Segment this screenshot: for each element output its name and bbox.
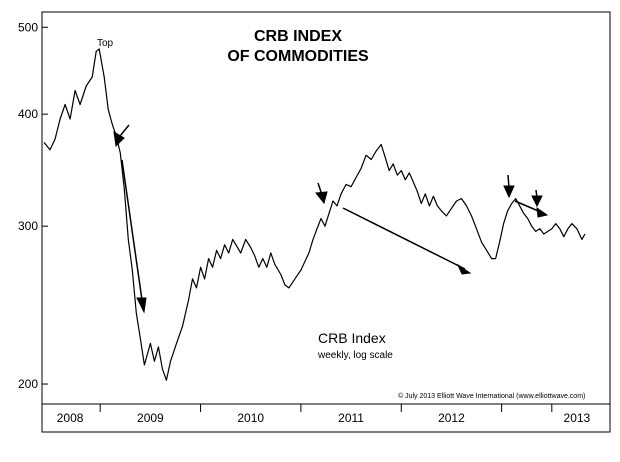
x-tick-label-2012: 2012 [438, 411, 465, 425]
y-tick-label-200: 200 [18, 377, 38, 391]
arrow-line-4 [342, 207, 466, 270]
annotation-arrows [113, 124, 549, 314]
x-tick-label-2008: 2008 [57, 411, 84, 425]
annotation-top: Top [97, 38, 114, 49]
arrow-head-6 [531, 195, 543, 208]
x-tick-label-2010: 2010 [237, 411, 264, 425]
legend-sublabel: weekly, log scale [317, 350, 393, 361]
copyright-note: © July 2013 Elliott Wave International (… [398, 392, 585, 400]
y-tick-label-400: 400 [18, 107, 38, 121]
series-line-crb-index [43, 48, 586, 381]
arrow-head-4 [456, 263, 472, 275]
y-tick-label-500: 500 [18, 20, 38, 34]
x-axis-ticks: 2008 2009 2010 2011 2012 2013 [57, 404, 591, 425]
x-tick-label-2013: 2013 [564, 411, 591, 425]
chart-title-line-2: OF COMMODITIES [227, 48, 369, 65]
arrow-head-5 [503, 185, 515, 199]
series-group [43, 48, 586, 381]
arrow-head-2 [113, 131, 125, 148]
arrow-line-1 [121, 159, 143, 301]
x-tick-label-2011: 2011 [338, 411, 364, 425]
y-tick-label-300: 300 [18, 219, 38, 233]
arrow-line-2 [119, 124, 130, 137]
y-axis-ticks: 200 300 400 500 [18, 20, 48, 391]
legend-label: CRB Index [318, 330, 386, 346]
x-axis-band [41, 403, 611, 433]
arrow-head-3 [315, 191, 328, 205]
arrow-head-7 [536, 206, 549, 218]
chart-title-line-1: CRB INDEX [254, 28, 342, 45]
x-tick-label-2009: 2009 [137, 411, 164, 425]
arrow-head-1 [136, 297, 147, 314]
